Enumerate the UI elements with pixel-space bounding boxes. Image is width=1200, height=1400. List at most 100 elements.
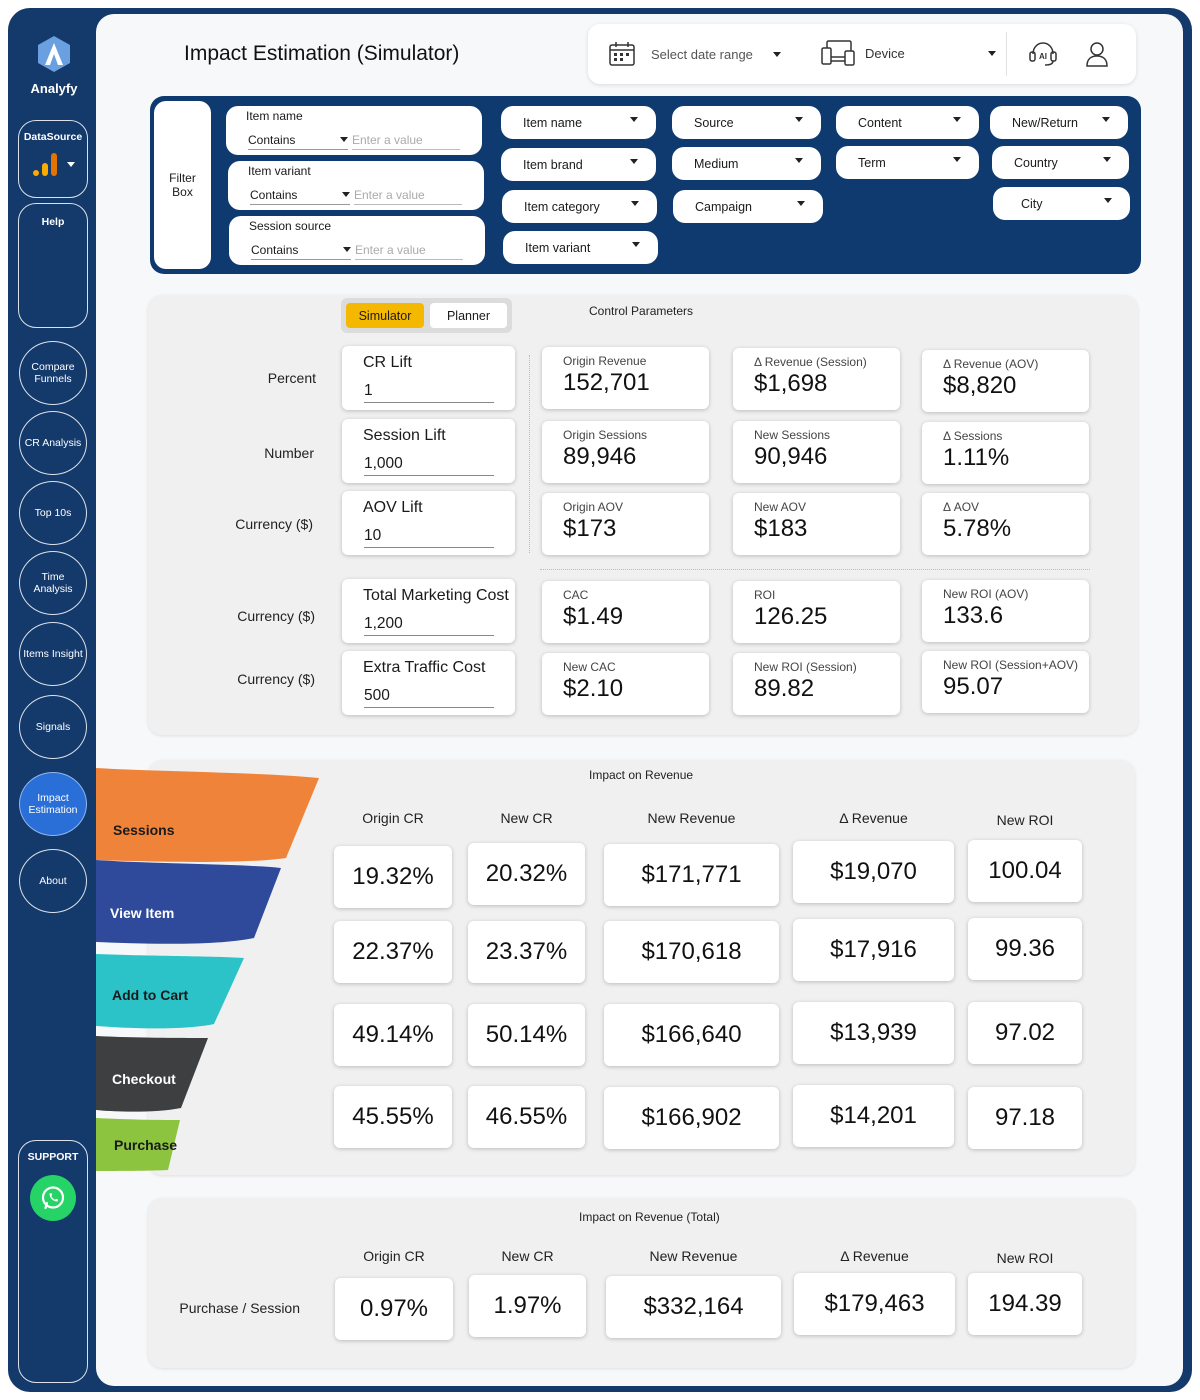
help-panel[interactable]: Help (18, 203, 88, 328)
filter-box: Filter Box Item name Contains Enter a va… (150, 96, 1141, 274)
country-dropdown[interactable]: Country (992, 146, 1129, 179)
aov-lift-input[interactable]: 10 (364, 527, 494, 548)
medium-dropdown[interactable]: Medium (672, 147, 821, 180)
kpi-value: $8,820 (943, 372, 1017, 399)
operator-select[interactable]: Contains (250, 188, 350, 205)
param-name: AOV Lift (363, 499, 423, 516)
column-header: New Revenue (649, 1248, 738, 1264)
campaign-dropdown[interactable]: Campaign (673, 190, 823, 223)
date-range-picker[interactable]: Select date range (608, 40, 781, 68)
row-label: Percent (267, 370, 316, 386)
filter-value-input[interactable]: Enter a value (355, 243, 463, 260)
table-cell: $170,618 (604, 921, 779, 983)
kpi-value: 95.07 (943, 673, 1004, 700)
support-panel: SUPPORT (18, 1140, 88, 1383)
column-header: Δ Revenue (840, 1248, 909, 1264)
nav-top-10s[interactable]: Top 10s (19, 481, 87, 545)
filter-box-label: Filter Box (154, 101, 211, 269)
chevron-down-icon (343, 247, 351, 252)
aov-lift-card: AOV Lift 10 (342, 491, 515, 555)
nav-cr-analysis[interactable]: CR Analysis (19, 411, 87, 475)
dropdown-label: Country (1014, 155, 1058, 170)
item-variant-dropdown[interactable]: Item variant (503, 231, 658, 264)
kpi-value: $1.49 (563, 603, 624, 630)
chevron-down-icon (795, 158, 803, 163)
row-label: Currency ($) (235, 516, 313, 532)
dropdown-label: Term (858, 155, 886, 170)
session-lift-input[interactable]: 1,000 (364, 455, 494, 476)
term-dropdown[interactable]: Term (836, 146, 979, 179)
datasource-selector[interactable]: DataSource (18, 120, 88, 198)
param-name: CR Lift (363, 354, 412, 371)
page-title: Impact Estimation (Simulator) (184, 42, 460, 65)
extra-traffic-cost-input[interactable]: 500 (364, 687, 494, 708)
content-dropdown[interactable]: Content (836, 106, 979, 139)
table-cell: 22.37% (334, 921, 452, 983)
new-return-dropdown[interactable]: New/Return (990, 106, 1128, 139)
chevron-down-icon (987, 50, 996, 56)
dropdown-label: New/Return (1012, 115, 1078, 130)
help-label: Help (41, 216, 65, 228)
row-label: Currency ($) (237, 608, 315, 624)
table-cell: $171,771 (604, 844, 779, 906)
simulator-tab[interactable]: Simulator (346, 303, 424, 328)
operator-select[interactable]: Contains (251, 243, 351, 260)
item-category-dropdown[interactable]: Item category (502, 190, 657, 223)
kpi-label: Δ AOV (943, 500, 980, 514)
nav-time-analysis[interactable]: Time Analysis (19, 551, 87, 615)
filter-value-input[interactable]: Enter a value (352, 133, 460, 150)
kpi-value: 133.6 (943, 602, 1004, 629)
kpi-card: Origin Sessions 89,946 (542, 421, 709, 483)
kpi-card: New ROI (Session) 89.82 (733, 653, 900, 715)
table-cell: 49.14% (334, 1004, 452, 1066)
ai-assistant-button[interactable]: AI (1028, 40, 1058, 68)
table-cell: 100.04 (968, 840, 1082, 902)
nav-label: CR Analysis (24, 436, 82, 449)
chevron-down-icon (630, 159, 638, 164)
kpi-label: New Sessions (754, 428, 831, 442)
table-cell: $14,201 (793, 1085, 954, 1147)
nav-impact-estimation[interactable]: Impact Estimation (19, 772, 87, 836)
item-name-dropdown[interactable]: Item name (501, 106, 656, 139)
nav-compare-funnels[interactable]: Compare Funnels (19, 341, 87, 405)
kpi-card: Δ AOV 5.78% (922, 493, 1089, 555)
device-label: Device (865, 45, 905, 61)
nav-signals[interactable]: Signals (19, 695, 87, 759)
chevron-down-icon (631, 201, 639, 206)
nav-items-insight[interactable]: Items Insight (19, 622, 87, 686)
table-cell: 194.39 (968, 1273, 1082, 1335)
app-logo[interactable]: Analyfy (26, 34, 82, 96)
user-profile-button[interactable] (1085, 40, 1109, 68)
item-brand-dropdown[interactable]: Item brand (501, 148, 656, 181)
column-header: New CR (500, 810, 553, 826)
mode-toggle: Simulator Planner (341, 298, 512, 333)
dropdown-label: Item category (524, 199, 600, 214)
source-dropdown[interactable]: Source (672, 106, 821, 139)
table-cell: 1.97% (469, 1275, 586, 1337)
cr-lift-input[interactable]: 1 (364, 382, 494, 403)
dropdown-label: City (1021, 196, 1043, 211)
total-marketing-cost-input[interactable]: 1,200 (364, 615, 494, 636)
nav-label: Compare Funnels (31, 360, 75, 385)
ai-headset-icon: AI (1029, 42, 1057, 66)
kpi-label: Origin Revenue (563, 354, 647, 368)
kpi-label: New ROI (AOV) (943, 587, 1029, 601)
top-toolbar: Select date range Device AI (588, 24, 1136, 84)
device-selector[interactable]: Device (821, 38, 996, 68)
user-icon (1086, 42, 1108, 67)
extra-traffic-cost-card: Extra Traffic Cost 500 (342, 651, 515, 715)
cr-lift-card: CR Lift 1 (342, 346, 515, 410)
whatsapp-button[interactable] (30, 1175, 76, 1221)
kpi-label: Origin AOV (563, 500, 624, 514)
operator-select[interactable]: Contains (248, 133, 348, 150)
table-cell: $13,939 (793, 1002, 954, 1064)
table-cell: 20.32% (468, 843, 585, 905)
session-source-filter: Session source Contains Enter a value (229, 216, 485, 265)
nav-about[interactable]: About (19, 849, 87, 913)
table-cell: 19.32% (334, 846, 452, 908)
planner-tab[interactable]: Planner (430, 303, 507, 328)
city-dropdown[interactable]: City (993, 187, 1130, 220)
filter-value-input[interactable]: Enter a value (354, 188, 462, 205)
kpi-label: Origin Sessions (563, 428, 648, 442)
kpi-card: Δ Sessions 1.11% (922, 422, 1089, 484)
